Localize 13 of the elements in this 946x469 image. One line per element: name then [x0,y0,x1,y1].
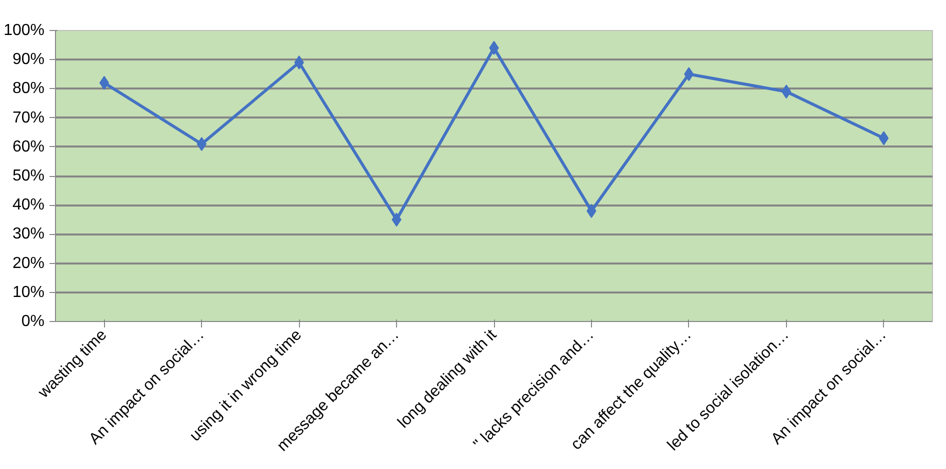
y-tick-label: 20% [12,254,45,272]
y-tick-label: 0% [21,313,44,330]
y-tick-label: 80% [12,80,45,98]
point [99,76,110,90]
y-tick-label: 30% [12,226,45,243]
y-tick-label: 90% [12,51,45,68]
point [878,131,889,146]
y-tick-label: 50% [12,168,45,184]
y-tick-label: 10% [12,284,45,301]
y-tick-label: 60% [12,138,45,156]
y-tick-label: 100% [4,22,44,39]
y-tick-label: 70% [12,109,45,126]
y-tick-label: 40% [12,196,45,214]
